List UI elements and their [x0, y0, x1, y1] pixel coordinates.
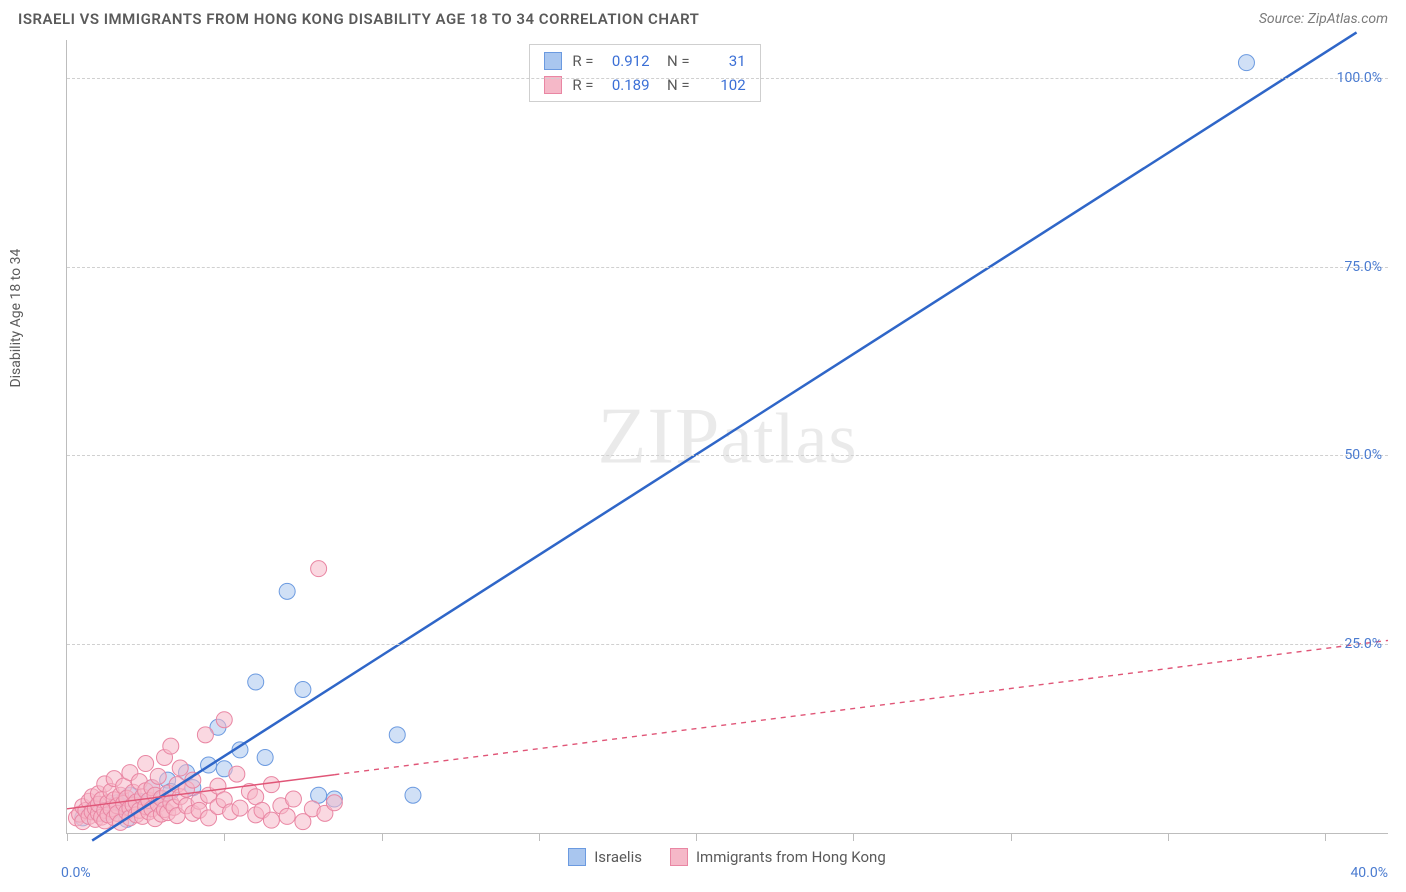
r-value-israelis: 0.912 — [604, 49, 650, 73]
legend-swatch-israelis — [568, 848, 586, 866]
chart-container: Disability Age 18 to 34 ZIPatlas R = 0.9… — [18, 40, 1388, 874]
chart-header: ISRAELI VS IMMIGRANTS FROM HONG KONG DIS… — [0, 0, 1406, 34]
y-tick-label: 100.0% — [1337, 70, 1382, 86]
correlation-stats-box: R = 0.912 N = 31 R = 0.189 N = 102 — [529, 44, 760, 102]
legend-swatch-hongkong — [670, 848, 688, 866]
bottom-legend: Israelis Immigrants from Hong Kong — [66, 840, 1388, 874]
legend-label-israelis: Israelis — [594, 848, 642, 866]
legend-item-hongkong: Immigrants from Hong Kong — [670, 848, 886, 866]
y-tick-label: 75.0% — [1344, 259, 1382, 275]
n-value-hongkong: 102 — [700, 73, 746, 97]
y-axis-label: Disability Age 18 to 34 — [8, 249, 24, 388]
stats-row-hongkong: R = 0.189 N = 102 — [544, 73, 745, 97]
plot-area: ZIPatlas R = 0.912 N = 31 R = 0.189 N = … — [66, 40, 1388, 834]
stats-row-israelis: R = 0.912 N = 31 — [544, 49, 745, 73]
swatch-israelis — [544, 52, 562, 70]
legend-item-israelis: Israelis — [568, 848, 642, 866]
y-tick-label: 50.0% — [1344, 447, 1382, 463]
chart-title: ISRAELI VS IMMIGRANTS FROM HONG KONG DIS… — [18, 10, 699, 28]
plot-svg — [67, 40, 1388, 833]
legend-label-hongkong: Immigrants from Hong Kong — [696, 848, 886, 866]
y-tick-label: 25.0% — [1344, 636, 1382, 652]
r-value-hongkong: 0.189 — [604, 73, 650, 97]
n-value-israelis: 31 — [700, 49, 746, 73]
chart-source: Source: ZipAtlas.com — [1259, 11, 1388, 27]
